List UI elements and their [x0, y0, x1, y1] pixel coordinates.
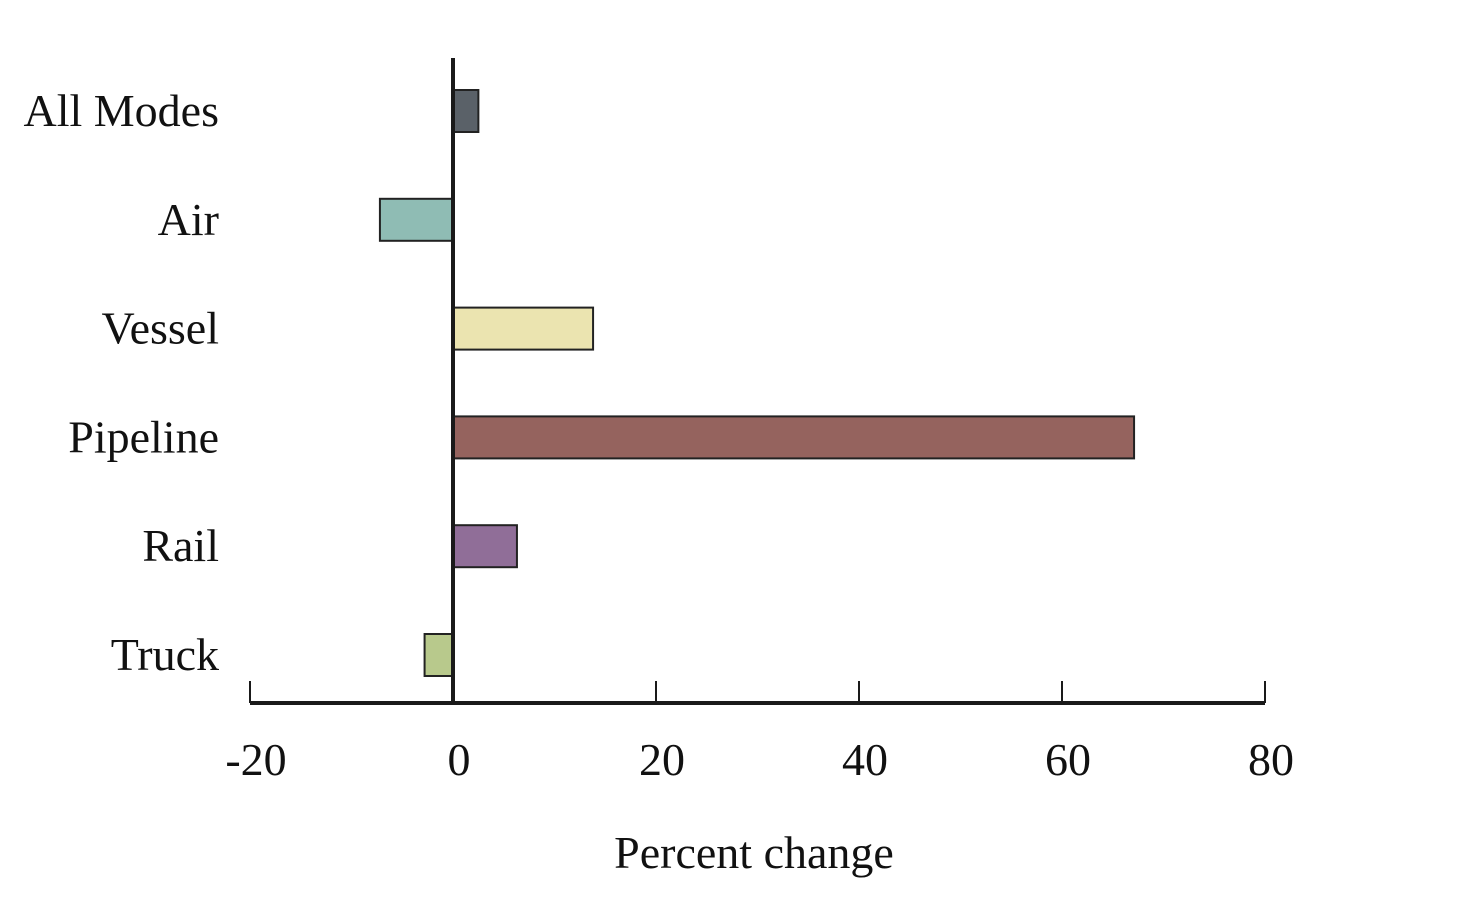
- x-tick-label: -20: [225, 734, 286, 785]
- category-label-all-modes: All Modes: [24, 85, 220, 136]
- x-axis-title: Percent change: [614, 827, 894, 878]
- bar-rail: [452, 524, 518, 569]
- x-tick-labels: -20 0 20 40 60 80: [225, 734, 1294, 785]
- category-labels: All Modes Air Vessel Pipeline Rail Truck: [24, 85, 220, 680]
- category-label-vessel: Vessel: [101, 303, 219, 354]
- bar-vessel: [452, 306, 595, 351]
- bar-air: [378, 197, 455, 242]
- x-tick-label: 40: [842, 734, 888, 785]
- x-tick-label: 80: [1248, 734, 1294, 785]
- x-tick-label: 0: [448, 734, 471, 785]
- bar-truck: [423, 633, 454, 677]
- category-label-air: Air: [158, 194, 219, 245]
- category-label-truck: Truck: [111, 629, 219, 680]
- bar-pipeline: [452, 415, 1136, 460]
- axes: [249, 58, 1266, 705]
- category-label-pipeline: Pipeline: [68, 411, 219, 462]
- x-tick-label: 20: [639, 734, 685, 785]
- category-label-rail: Rail: [142, 520, 219, 571]
- x-tick-label: 60: [1045, 734, 1091, 785]
- bar-all-modes: [452, 89, 480, 133]
- bars: [378, 89, 1136, 677]
